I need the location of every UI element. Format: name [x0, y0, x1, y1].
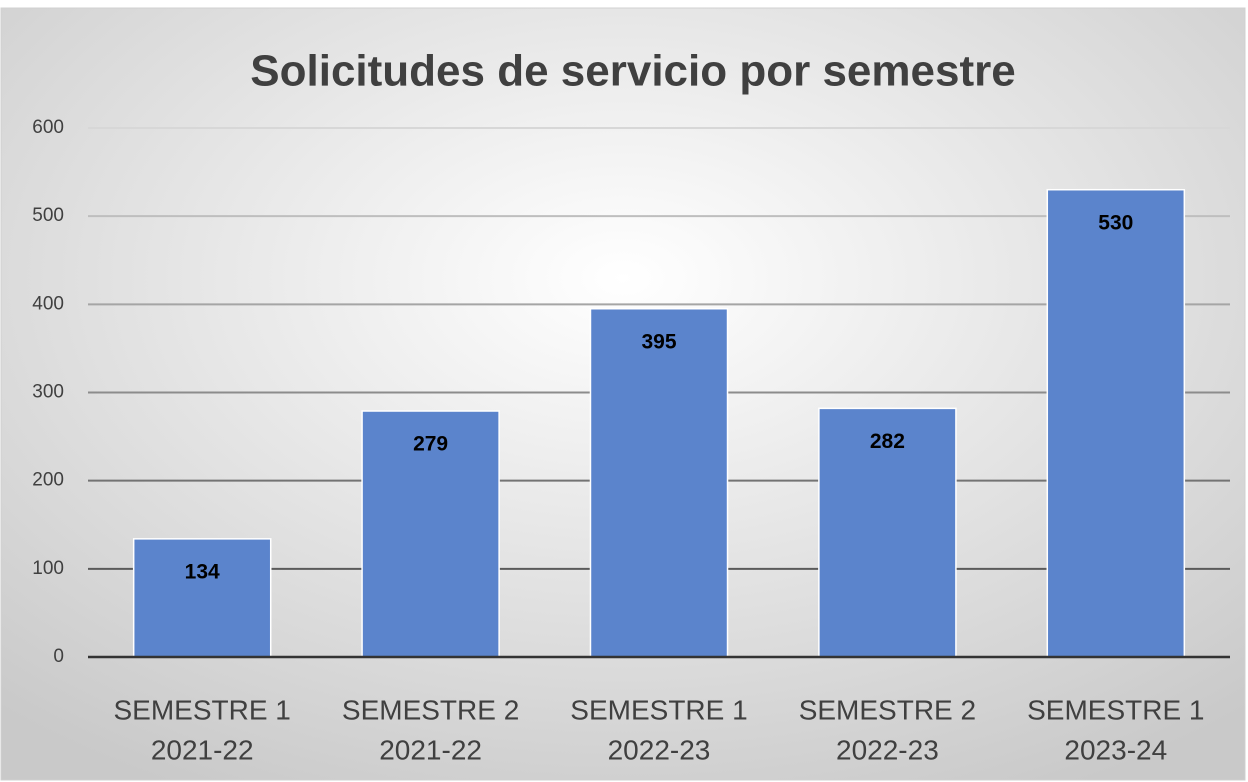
bar [1046, 188, 1186, 658]
bar [132, 538, 272, 658]
y-tick-label: 600 [32, 117, 64, 138]
data-label: 530 [1098, 211, 1133, 234]
y-tick-label: 500 [32, 205, 64, 226]
data-label: 282 [870, 430, 905, 453]
chart-title: Solicitudes de servicio por semestre [250, 47, 1015, 96]
bar [818, 407, 957, 658]
data-label: 279 [413, 433, 448, 456]
x-tick-label: 2021-22 [151, 734, 254, 765]
bar [361, 410, 500, 658]
y-tick-label: 300 [32, 382, 64, 403]
y-tick-label: 0 [53, 646, 64, 667]
y-tick-label: 200 [32, 470, 64, 491]
bar [589, 307, 729, 658]
x-tick-label: SEMESTRE 1 [570, 694, 747, 725]
y-tick-label: 400 [32, 293, 64, 314]
y-tick-label: 100 [32, 558, 64, 579]
x-tick-label: SEMESTRE 1 [114, 694, 291, 725]
x-tick-label: SEMESTRE 2 [342, 694, 519, 725]
x-tick-label: 2022-23 [608, 734, 711, 765]
x-tick-label: 2022-23 [836, 734, 939, 765]
data-label: 134 [185, 560, 220, 583]
x-tick-label: SEMESTRE 2 [799, 694, 976, 725]
x-tick-label: SEMESTRE 1 [1027, 694, 1204, 725]
x-tick-label: 2021-22 [379, 734, 482, 765]
x-tick-label: 2023-24 [1064, 734, 1167, 765]
data-label: 395 [641, 330, 676, 353]
